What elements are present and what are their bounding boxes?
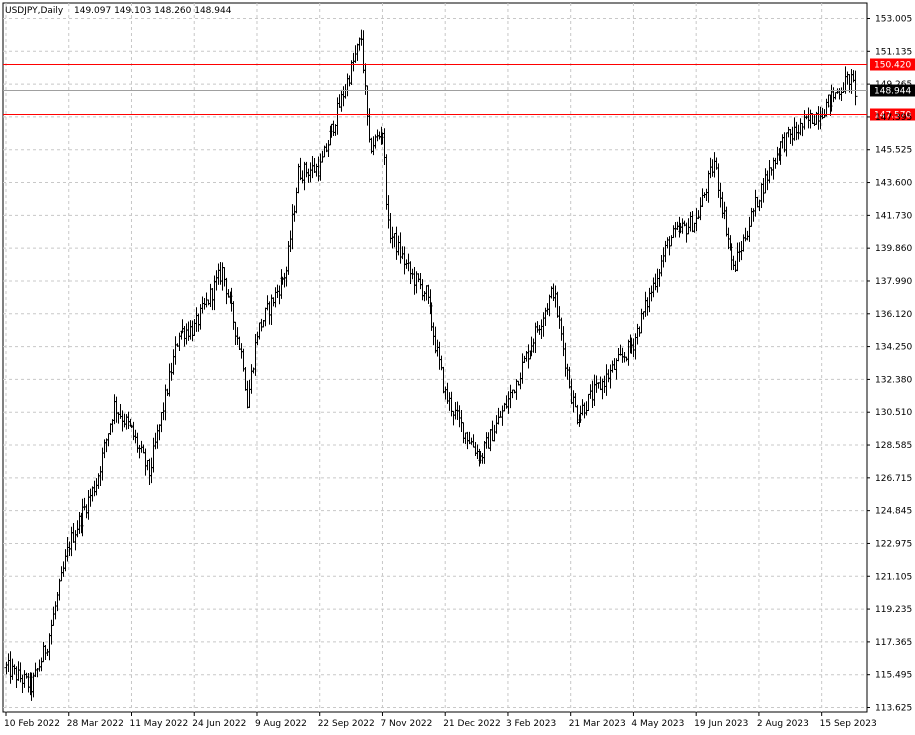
y-tick-label: 139.860 <box>875 244 912 254</box>
x-tick-label: 9 Aug 2022 <box>255 719 307 729</box>
y-tick-label: 136.120 <box>875 310 912 320</box>
y-tick-label: 143.600 <box>875 179 912 189</box>
ohlc-bar <box>853 70 858 106</box>
x-tick-label: 11 May 2022 <box>129 719 188 729</box>
current-price-tag <box>870 84 915 97</box>
x-tick-label: 22 Sep 2022 <box>318 719 375 729</box>
y-tick-label: 141.730 <box>875 211 912 221</box>
y-tick-label: 117.365 <box>875 638 912 648</box>
y-tick-label: 147.395 <box>875 113 912 123</box>
level-price-label: 147.570 <box>874 111 911 121</box>
x-tick-label: 10 Feb 2022 <box>4 719 60 729</box>
y-tick-label: 151.135 <box>875 47 912 57</box>
x-tick-label: 3 Feb 2023 <box>506 719 556 729</box>
x-tick-label: 4 May 2023 <box>631 719 684 729</box>
current-price-label: 148.944 <box>874 87 911 97</box>
x-tick-label: 15 Sep 2023 <box>820 719 877 729</box>
y-tick-label: 115.495 <box>875 671 912 681</box>
time-axis[interactable]: 10 Feb 2022 28 Mar 2022 11 May 2022 24 Jun … <box>4 712 877 729</box>
x-tick-label: 24 Jun 2022 <box>192 719 246 729</box>
y-tick-label: 153.005 <box>875 15 912 25</box>
x-tick-label: 21 Dec 2022 <box>443 719 501 729</box>
y-tick-label: 149.265 <box>875 80 912 90</box>
y-tick-label: 134.250 <box>875 343 912 353</box>
level-price-tag <box>870 58 915 71</box>
y-tick-label: 137.990 <box>875 277 912 287</box>
price-axis[interactable]: 153.005 151.135 149.265 147.395 145.525 143.6… <box>867 15 912 714</box>
level-price-label: 150.420 <box>874 61 911 71</box>
y-tick-label: 121.105 <box>875 572 912 582</box>
x-tick-label: 2 Aug 2023 <box>757 719 809 729</box>
y-tick-label: 113.625 <box>875 704 912 714</box>
y-tick-label: 119.235 <box>875 605 912 615</box>
level-price-tag <box>870 108 915 121</box>
x-tick-label: 28 Mar 2022 <box>67 719 124 729</box>
plot-frame <box>2 2 868 713</box>
x-tick-label: 7 Nov 2022 <box>380 719 432 729</box>
y-tick-label: 145.525 <box>875 146 912 156</box>
ohlc-bars <box>4 29 858 701</box>
grid-lines <box>2 2 868 713</box>
x-tick-label: 21 Mar 2023 <box>569 719 626 729</box>
y-tick-label: 130.510 <box>875 408 912 418</box>
y-tick-label: 126.715 <box>875 474 912 484</box>
chart-header-symbol: USDJPY,Daily <box>5 6 64 16</box>
x-tick-label: 19 Jun 2023 <box>694 719 748 729</box>
chart-header-ohlc: 149.097 149.103 148.260 148.944 <box>74 6 232 16</box>
y-tick-label: 122.975 <box>875 539 912 549</box>
y-tick-label: 132.380 <box>875 375 912 385</box>
horizontal-levels[interactable]: 150.420 147.570 148.944 <box>3 58 915 121</box>
y-tick-label: 128.585 <box>875 441 912 451</box>
y-tick-label: 124.845 <box>875 507 912 517</box>
